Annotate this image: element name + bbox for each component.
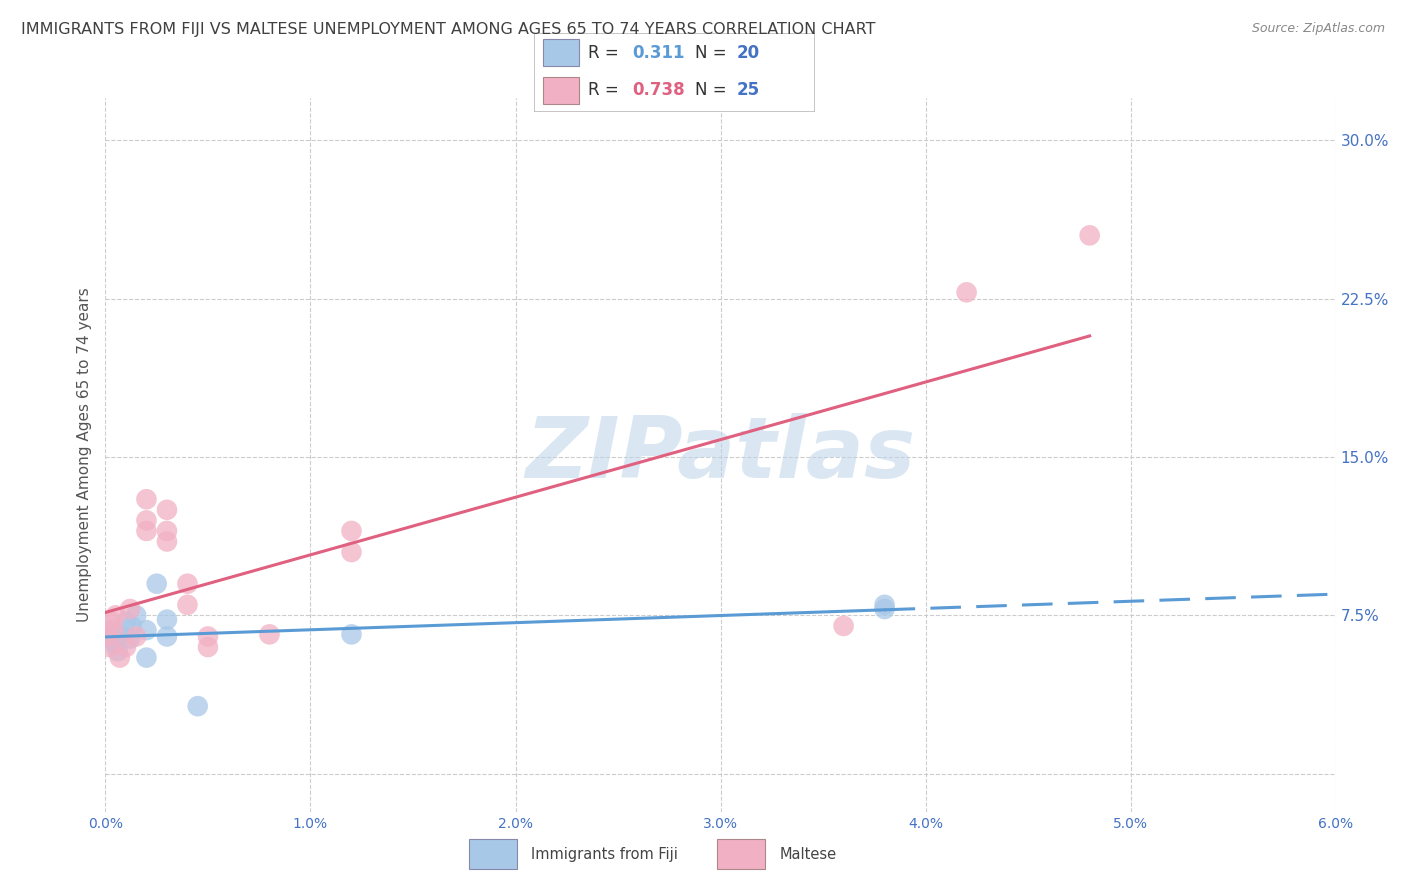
Text: Maltese: Maltese xyxy=(779,847,837,862)
Point xyxy=(197,630,219,644)
Text: ZIPatlas: ZIPatlas xyxy=(526,413,915,497)
Point xyxy=(96,630,118,644)
Point xyxy=(115,615,138,629)
Point xyxy=(108,627,131,641)
Text: IMMIGRANTS FROM FIJI VS MALTESE UNEMPLOYMENT AMONG AGES 65 TO 74 YEARS CORRELATI: IMMIGRANTS FROM FIJI VS MALTESE UNEMPLOY… xyxy=(21,22,876,37)
Point xyxy=(120,602,141,616)
Text: Immigrants from Fiji: Immigrants from Fiji xyxy=(531,847,678,862)
Point xyxy=(135,524,157,538)
Point xyxy=(125,608,148,623)
Point xyxy=(145,576,167,591)
Point xyxy=(98,632,121,646)
Point xyxy=(100,615,122,629)
Point xyxy=(832,619,855,633)
Point xyxy=(197,640,219,654)
Point xyxy=(340,545,363,559)
Text: Source: ZipAtlas.com: Source: ZipAtlas.com xyxy=(1251,22,1385,36)
Point xyxy=(1078,228,1101,243)
Point xyxy=(107,644,129,658)
Point xyxy=(340,627,363,641)
Point xyxy=(176,576,198,591)
Y-axis label: Unemployment Among Ages 65 to 74 years: Unemployment Among Ages 65 to 74 years xyxy=(76,287,91,623)
Point xyxy=(125,630,148,644)
Text: N =: N = xyxy=(695,44,731,62)
Point xyxy=(156,503,179,517)
Point xyxy=(156,613,179,627)
Text: R =: R = xyxy=(588,44,624,62)
Point xyxy=(103,623,125,637)
Point xyxy=(120,632,141,646)
Point xyxy=(156,524,179,538)
Point xyxy=(873,602,896,616)
Point xyxy=(135,623,157,637)
Point xyxy=(135,650,157,665)
Point xyxy=(156,534,179,549)
Point xyxy=(135,513,157,527)
Bar xyxy=(543,77,579,103)
Point xyxy=(176,598,198,612)
Point xyxy=(115,640,138,654)
Point xyxy=(103,636,125,650)
Text: R =: R = xyxy=(588,81,624,99)
Point xyxy=(156,630,179,644)
Point xyxy=(340,524,363,538)
Point xyxy=(108,650,131,665)
Text: 20: 20 xyxy=(737,44,759,62)
Text: 25: 25 xyxy=(737,81,759,99)
Text: N =: N = xyxy=(695,81,731,99)
Bar xyxy=(717,839,765,869)
Bar xyxy=(543,39,579,66)
Point xyxy=(96,623,118,637)
Point xyxy=(187,699,209,714)
Point xyxy=(121,619,143,633)
Text: 0.311: 0.311 xyxy=(633,44,685,62)
Point xyxy=(135,492,157,507)
Point xyxy=(98,640,121,654)
Text: 0.738: 0.738 xyxy=(633,81,685,99)
Point xyxy=(956,285,979,300)
Point xyxy=(100,630,122,644)
Bar xyxy=(468,839,516,869)
Point xyxy=(259,627,281,641)
Point xyxy=(873,598,896,612)
Point xyxy=(104,633,127,648)
Point xyxy=(104,608,127,623)
